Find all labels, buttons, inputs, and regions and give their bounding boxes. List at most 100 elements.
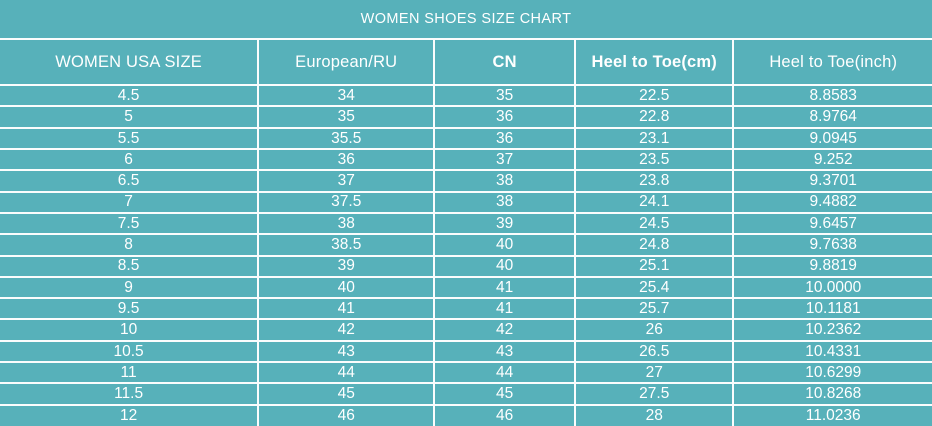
size-table: WOMEN USA SIZE European/RU CN Heel to To… — [0, 38, 932, 426]
table-cell: 44 — [257, 361, 436, 385]
table-cell: 46 — [433, 403, 577, 426]
table-row: 11 44 44 27 10.6299 — [0, 361, 932, 385]
table-cell: 35 — [433, 83, 577, 108]
table-body: 4.5 34 35 22.5 8.8583 5 35 36 22.8 8.9764 5.5 35.5 3… — [0, 83, 932, 426]
table-cell: 9.6457 — [732, 211, 932, 236]
table-cell: 10.8268 — [732, 382, 932, 406]
table-cell: 42 — [257, 318, 436, 342]
table-cell: 8.9764 — [732, 105, 932, 129]
table-row: 5.5 35.5 36 23.1 9.0945 — [0, 126, 932, 150]
table-cell: 26 — [574, 318, 735, 342]
column-header-european-ru: European/RU — [257, 38, 436, 86]
table-cell: 28 — [574, 403, 735, 426]
table-cell: 27.5 — [574, 382, 735, 406]
table-cell: 38 — [257, 211, 436, 236]
table-cell: 9.8819 — [732, 254, 932, 278]
column-header-usa-size: WOMEN USA SIZE — [0, 38, 260, 86]
table-cell: 36 — [433, 126, 577, 150]
table-cell: 10 — [0, 318, 260, 342]
table-cell: 8.8583 — [732, 83, 932, 108]
table-cell: 9.7638 — [732, 233, 932, 257]
table-cell: 41 — [433, 275, 577, 300]
table-cell: 10.2362 — [732, 318, 932, 342]
table-cell: 43 — [257, 339, 436, 364]
table-cell: 22.5 — [574, 83, 735, 108]
table-cell: 9.252 — [732, 147, 932, 172]
table-cell: 36 — [257, 147, 436, 172]
column-header-heel-toe-cm: Heel to Toe(cm) — [574, 38, 735, 86]
table-cell: 24.8 — [574, 233, 735, 257]
table-cell: 37 — [257, 169, 436, 193]
table-cell: 8 — [0, 233, 260, 257]
table-cell: 40 — [257, 275, 436, 300]
table-row: 11.5 45 45 27.5 10.8268 — [0, 382, 932, 406]
table-cell: 11.5 — [0, 382, 260, 406]
table-cell: 10.4331 — [732, 339, 932, 364]
column-header-cn: CN — [433, 38, 577, 86]
table-cell: 46 — [257, 403, 436, 426]
table-cell: 39 — [257, 254, 436, 278]
table-cell: 38 — [433, 169, 577, 193]
table-cell: 39 — [433, 211, 577, 236]
table-cell: 11 — [0, 361, 260, 385]
table-row: 6 36 37 23.5 9.252 — [0, 147, 932, 172]
table-cell: 6 — [0, 147, 260, 172]
table-cell: 8.5 — [0, 254, 260, 278]
table-cell: 6.5 — [0, 169, 260, 193]
table-row: 8 38.5 40 24.8 9.7638 — [0, 233, 932, 257]
table-cell: 9.4882 — [732, 190, 932, 214]
table-cell: 7 — [0, 190, 260, 214]
table-cell: 12 — [0, 403, 260, 426]
table-cell: 10.0000 — [732, 275, 932, 300]
table-cell: 10.1181 — [732, 297, 932, 321]
table-cell: 40 — [433, 233, 577, 257]
table-header: WOMEN USA SIZE European/RU CN Heel to To… — [0, 38, 932, 86]
table-cell: 9 — [0, 275, 260, 300]
table-cell: 41 — [257, 297, 436, 321]
table-cell: 34 — [257, 83, 436, 108]
table-cell: 9.3701 — [732, 169, 932, 193]
table-cell: 9.5 — [0, 297, 260, 321]
column-header-heel-toe-inch: Heel to Toe(inch) — [732, 38, 932, 86]
table-cell: 23.8 — [574, 169, 735, 193]
table-cell: 10.5 — [0, 339, 260, 364]
table-cell: 25.4 — [574, 275, 735, 300]
table-cell: 23.1 — [574, 126, 735, 150]
table-cell: 26.5 — [574, 339, 735, 364]
table-cell: 35 — [257, 105, 436, 129]
table-cell: 43 — [433, 339, 577, 364]
table-row: 7.5 38 39 24.5 9.6457 — [0, 211, 932, 236]
table-cell: 5 — [0, 105, 260, 129]
table-cell: 38 — [433, 190, 577, 214]
table-row: 12 46 46 28 11.0236 — [0, 403, 932, 426]
table-row: 4.5 34 35 22.5 8.8583 — [0, 83, 932, 108]
table-cell: 37.5 — [257, 190, 436, 214]
table-cell: 22.8 — [574, 105, 735, 129]
table-cell: 42 — [433, 318, 577, 342]
table-row: 5 35 36 22.8 8.9764 — [0, 105, 932, 129]
table-cell: 40 — [433, 254, 577, 278]
table-cell: 38.5 — [257, 233, 436, 257]
table-cell: 27 — [574, 361, 735, 385]
header-row: WOMEN USA SIZE European/RU CN Heel to To… — [0, 38, 932, 86]
table-cell: 41 — [433, 297, 577, 321]
table-cell: 11.0236 — [732, 403, 932, 426]
title-band: WOMEN SHOES SIZE CHART — [0, 0, 932, 38]
table-cell: 44 — [433, 361, 577, 385]
table-row: 8.5 39 40 25.1 9.8819 — [0, 254, 932, 278]
table-cell: 45 — [257, 382, 436, 406]
table-cell: 4.5 — [0, 83, 260, 108]
table-cell: 37 — [433, 147, 577, 172]
table-row: 7 37.5 38 24.1 9.4882 — [0, 190, 932, 214]
table-cell: 23.5 — [574, 147, 735, 172]
page-title: WOMEN SHOES SIZE CHART — [360, 11, 572, 27]
table-row: 6.5 37 38 23.8 9.3701 — [0, 169, 932, 193]
table-row: 9.5 41 41 25.7 10.1181 — [0, 297, 932, 321]
table-cell: 25.7 — [574, 297, 735, 321]
table-cell: 7.5 — [0, 211, 260, 236]
table-cell: 45 — [433, 382, 577, 406]
table-row: 10.5 43 43 26.5 10.4331 — [0, 339, 932, 364]
table-cell: 35.5 — [257, 126, 436, 150]
table-cell: 36 — [433, 105, 577, 129]
